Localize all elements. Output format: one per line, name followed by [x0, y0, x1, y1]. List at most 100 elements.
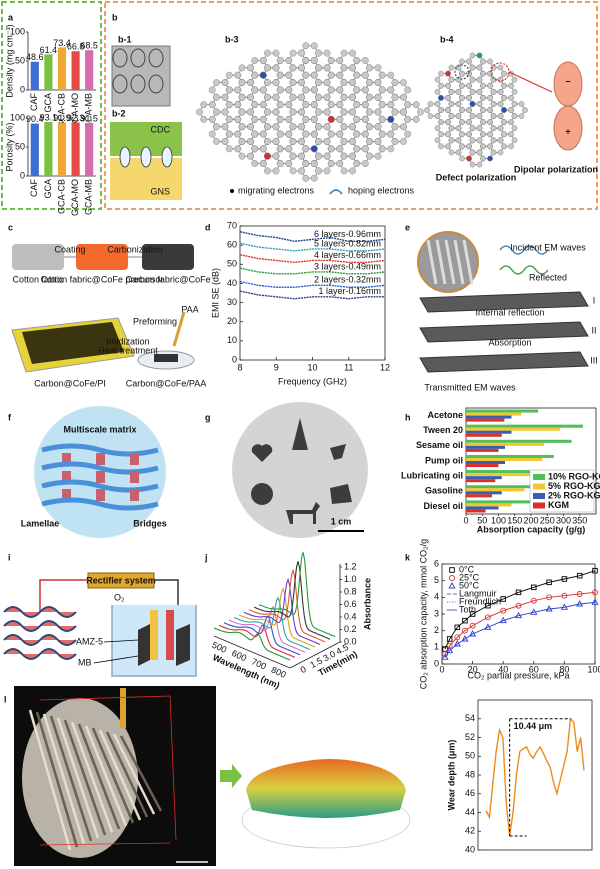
atom	[289, 64, 297, 72]
bar	[466, 448, 499, 452]
fit-line	[444, 601, 596, 658]
bar	[466, 445, 505, 449]
atom	[208, 101, 216, 109]
atom	[259, 115, 267, 123]
marker	[546, 579, 552, 586]
series-line	[239, 280, 386, 288]
atom	[259, 57, 267, 64]
x-axis-label: Absorption capacity (g/g)	[477, 524, 586, 534]
atom	[272, 64, 280, 72]
atom	[387, 115, 395, 123]
atom	[469, 88, 476, 95]
y-tick-label: 100	[10, 26, 25, 36]
electron-legend-arrow	[329, 189, 343, 195]
dipole-lobe	[553, 105, 583, 151]
atom	[459, 82, 465, 89]
atom	[327, 86, 335, 94]
bridge	[62, 453, 71, 465]
layer-label: III	[590, 355, 598, 365]
atom	[238, 152, 246, 160]
bar	[466, 503, 512, 507]
panel-label: d	[205, 222, 211, 232]
wear-groove	[112, 733, 156, 815]
caption: Cotton fabric@CoFe precursor	[41, 274, 164, 284]
atom	[349, 108, 356, 116]
atom	[213, 138, 220, 145]
legend-swatch	[533, 483, 545, 490]
atom	[259, 101, 267, 109]
legend-swatch	[533, 474, 545, 480]
atom	[455, 88, 462, 95]
atom	[276, 71, 284, 79]
atom	[247, 123, 254, 131]
atom	[448, 113, 455, 119]
atom	[336, 160, 344, 167]
atom	[374, 123, 382, 131]
marker	[531, 584, 537, 591]
y-tick-label: 1.2	[344, 561, 357, 571]
marker	[515, 589, 522, 596]
atom	[225, 145, 233, 153]
value-label: 66.8	[67, 42, 85, 52]
atom	[469, 64, 476, 71]
atom	[272, 138, 280, 145]
atom	[276, 101, 284, 109]
atom	[315, 152, 322, 160]
legend-label: 2 layers-0.32mm	[314, 275, 381, 285]
atom	[285, 86, 293, 94]
panel-label: i	[8, 552, 11, 562]
scale-label: 100 μm	[177, 850, 207, 860]
atom	[387, 145, 395, 153]
atom	[327, 160, 335, 167]
atom	[264, 138, 271, 145]
atom	[469, 76, 476, 83]
panel-label: f	[8, 412, 12, 422]
x-tick-label: GCA-MB	[84, 93, 94, 129]
bar	[466, 442, 544, 446]
atom	[310, 101, 318, 109]
y-tick-label: Pump oil	[425, 455, 463, 465]
y-tick-label: 46	[465, 788, 475, 798]
defect-ring	[454, 64, 470, 80]
x-tick-label: 20	[468, 664, 478, 674]
atom	[336, 130, 344, 138]
fit-line	[444, 591, 596, 655]
atom	[404, 115, 412, 123]
atom	[490, 137, 497, 144]
interface-dipole	[161, 146, 173, 168]
atom	[247, 93, 254, 101]
atom	[221, 138, 229, 145]
panel-label: g	[205, 412, 211, 422]
marker	[514, 611, 523, 619]
wear-groove	[63, 719, 107, 836]
atom	[378, 130, 386, 138]
atom	[361, 115, 369, 123]
atom	[459, 107, 465, 113]
wear-groove	[42, 713, 86, 845]
x-tick-label: 12	[380, 362, 390, 372]
marker	[469, 630, 477, 637]
atom	[476, 161, 483, 168]
legend-label: 4 layers-0.66mm	[314, 250, 381, 260]
atom	[490, 125, 497, 132]
atom	[459, 119, 465, 125]
atom	[476, 76, 483, 83]
atom	[285, 57, 293, 64]
wear-groove	[35, 711, 79, 848]
atom	[349, 93, 356, 101]
atom	[323, 152, 331, 160]
atom	[391, 79, 399, 86]
atom	[378, 115, 386, 123]
atom	[476, 52, 483, 59]
spectrum	[213, 627, 291, 661]
marker	[446, 636, 453, 642]
atom	[459, 95, 465, 101]
annotation: Absorption	[488, 337, 531, 347]
atom	[497, 125, 504, 132]
layered-sheet	[3, 648, 77, 660]
legend-label: 5 layers-0.82mm	[314, 238, 381, 248]
atom	[264, 108, 271, 116]
x-tick-label: GCA-MO	[70, 179, 80, 216]
atom	[391, 108, 399, 116]
fiber	[426, 239, 438, 285]
